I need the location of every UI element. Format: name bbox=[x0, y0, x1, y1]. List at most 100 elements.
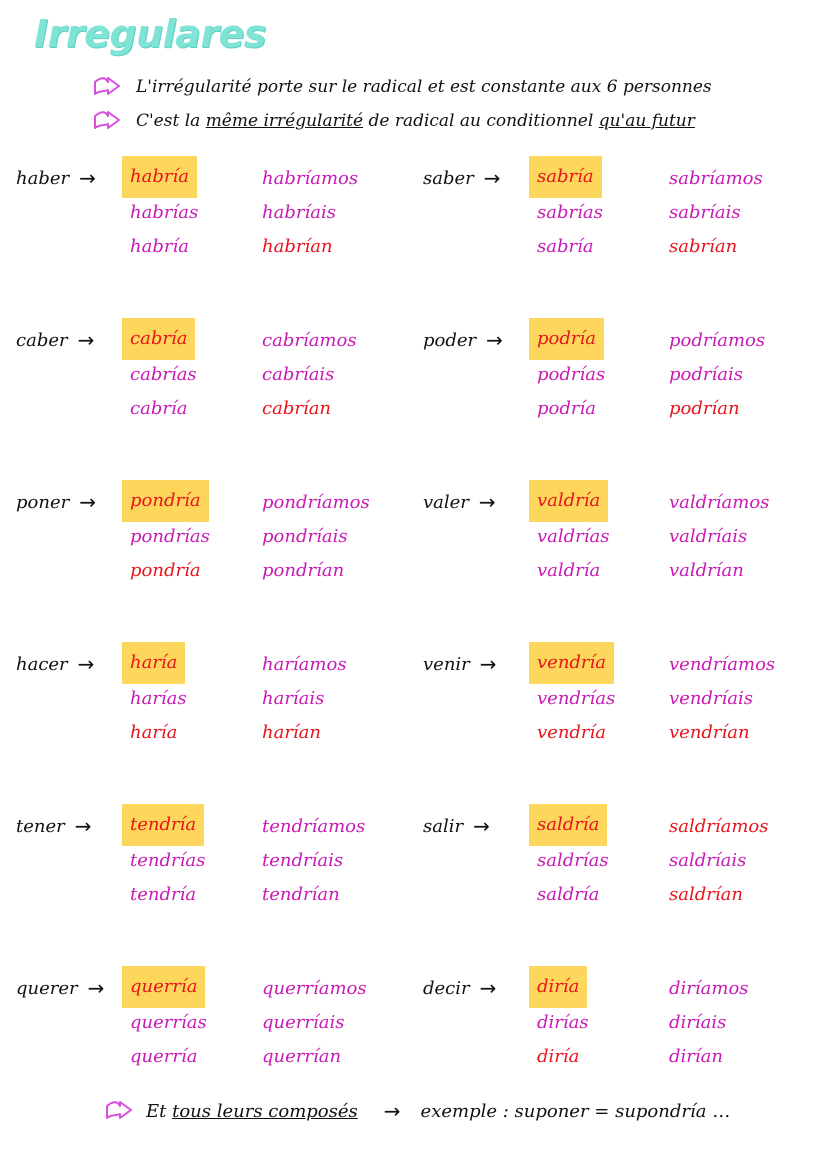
form-2p: vendríais bbox=[669, 688, 754, 709]
form-3s: diría bbox=[537, 1046, 580, 1067]
form-1s: habría bbox=[122, 156, 197, 198]
right-arrow-icon: → bbox=[478, 490, 496, 514]
form-3p: sabrían bbox=[669, 236, 738, 257]
form-2s: cabrías bbox=[130, 364, 197, 385]
form-1s: querría bbox=[122, 966, 206, 1008]
form-3s: habría bbox=[130, 236, 189, 257]
right-arrow-icon: → bbox=[479, 976, 497, 1000]
right-arrow-icon: → bbox=[77, 652, 95, 676]
form-1s: diría bbox=[529, 966, 588, 1008]
note-text: C'est la même irrégularité de radical au… bbox=[136, 111, 695, 131]
form-1p: tendríamos bbox=[262, 816, 366, 837]
curved-arrow-icon bbox=[104, 1098, 134, 1124]
underlined-phrase: qu'au futur bbox=[598, 111, 695, 131]
form-1p: pondríamos bbox=[262, 492, 370, 513]
form-3p: pondrían bbox=[262, 560, 345, 581]
note-text: L'irrégularité porte sur le radical et e… bbox=[136, 77, 712, 97]
form-3p: tendrían bbox=[262, 884, 340, 905]
curved-arrow-icon bbox=[92, 108, 122, 134]
form-3p: saldrían bbox=[669, 884, 743, 905]
form-3s: querría bbox=[130, 1046, 198, 1067]
form-3s: sabría bbox=[537, 236, 594, 257]
form-3s: vendría bbox=[537, 722, 607, 743]
form-1p: diríamos bbox=[669, 978, 749, 999]
form-1p: sabríamos bbox=[669, 168, 763, 189]
form-2p: diríais bbox=[669, 1012, 727, 1033]
example-text: exemple : suponer = supondría … bbox=[420, 1100, 731, 1122]
page-title: Irregulares bbox=[34, 12, 266, 56]
note-line-1: L'irrégularité porte sur le radical et e… bbox=[92, 74, 712, 100]
verb-infinitive: decir → bbox=[423, 976, 497, 1000]
right-arrow-icon: → bbox=[479, 652, 497, 676]
right-arrow-icon: → bbox=[74, 814, 92, 838]
form-2p: haríais bbox=[262, 688, 325, 709]
form-3p: valdrían bbox=[669, 560, 744, 581]
form-3s: pondría bbox=[130, 560, 201, 581]
verb-infinitive: salir → bbox=[423, 814, 490, 838]
right-arrow-icon: → bbox=[79, 166, 96, 190]
form-1s: valdría bbox=[529, 480, 609, 522]
verb-infinitive: haber → bbox=[16, 166, 96, 190]
verb-infinitive: hacer → bbox=[16, 652, 95, 676]
verb-infinitive: poner → bbox=[16, 490, 96, 514]
form-3p: dirían bbox=[669, 1046, 723, 1067]
form-3s: saldría bbox=[537, 884, 600, 905]
form-1s: vendría bbox=[529, 642, 615, 684]
form-1s: saldría bbox=[529, 804, 608, 846]
form-1p: haríamos bbox=[262, 654, 347, 675]
form-3p: podrían bbox=[669, 398, 740, 419]
verb-infinitive: poder → bbox=[423, 328, 503, 352]
verb-infinitive: venir → bbox=[423, 652, 497, 676]
form-3p: habrían bbox=[262, 236, 333, 257]
form-2p: querríais bbox=[262, 1012, 345, 1033]
form-2p: cabríais bbox=[262, 364, 335, 385]
form-1p: querríamos bbox=[262, 978, 367, 999]
form-2s: querrías bbox=[130, 1012, 207, 1033]
verb-infinitive: querer → bbox=[16, 976, 105, 1000]
form-3s: haría bbox=[130, 722, 178, 743]
form-1s: podría bbox=[529, 318, 604, 360]
form-1s: tendría bbox=[122, 804, 205, 846]
verb-infinitive: saber → bbox=[423, 166, 501, 190]
form-2p: pondríais bbox=[262, 526, 348, 547]
form-3s: tendría bbox=[130, 884, 197, 905]
form-2s: pondrías bbox=[130, 526, 210, 547]
verb-infinitive: caber → bbox=[16, 328, 95, 352]
form-1p: vendríamos bbox=[669, 654, 776, 675]
form-3s: podría bbox=[537, 398, 596, 419]
underlined-phrase: même irrégularité bbox=[205, 111, 364, 131]
form-2p: saldríais bbox=[669, 850, 747, 871]
right-arrow-icon: → bbox=[383, 1099, 401, 1123]
form-1p: habríamos bbox=[262, 168, 359, 189]
verb-infinitive: valer → bbox=[423, 490, 496, 514]
note-line-2: C'est la même irrégularité de radical au… bbox=[92, 108, 695, 134]
form-3p: vendrían bbox=[669, 722, 750, 743]
form-1p: podríamos bbox=[669, 330, 766, 351]
form-1p: saldríamos bbox=[669, 816, 769, 837]
form-2p: habríais bbox=[262, 202, 336, 223]
form-1p: cabríamos bbox=[262, 330, 357, 351]
form-1s: haría bbox=[122, 642, 186, 684]
form-2s: sabrías bbox=[537, 202, 603, 223]
underlined-phrase: tous leurs composés bbox=[172, 1100, 358, 1122]
right-arrow-icon: → bbox=[87, 976, 105, 1000]
form-2p: podríais bbox=[669, 364, 743, 385]
form-2p: valdríais bbox=[669, 526, 748, 547]
form-1s: sabría bbox=[529, 156, 602, 198]
right-arrow-icon: → bbox=[486, 328, 503, 352]
form-2p: tendríais bbox=[262, 850, 344, 871]
form-2s: vendrías bbox=[537, 688, 616, 709]
form-1s: cabría bbox=[122, 318, 196, 360]
form-2s: harías bbox=[130, 688, 187, 709]
form-2s: habrías bbox=[130, 202, 199, 223]
right-arrow-icon: → bbox=[473, 814, 490, 838]
curved-arrow-icon bbox=[92, 74, 122, 100]
form-2s: podrías bbox=[537, 364, 606, 385]
form-3p: cabrían bbox=[262, 398, 332, 419]
form-2s: tendrías bbox=[130, 850, 206, 871]
form-3p: querrían bbox=[262, 1046, 342, 1067]
form-3s: valdría bbox=[537, 560, 601, 581]
right-arrow-icon: → bbox=[483, 166, 501, 190]
verb-infinitive: tener → bbox=[16, 814, 92, 838]
form-1p: valdríamos bbox=[669, 492, 770, 513]
